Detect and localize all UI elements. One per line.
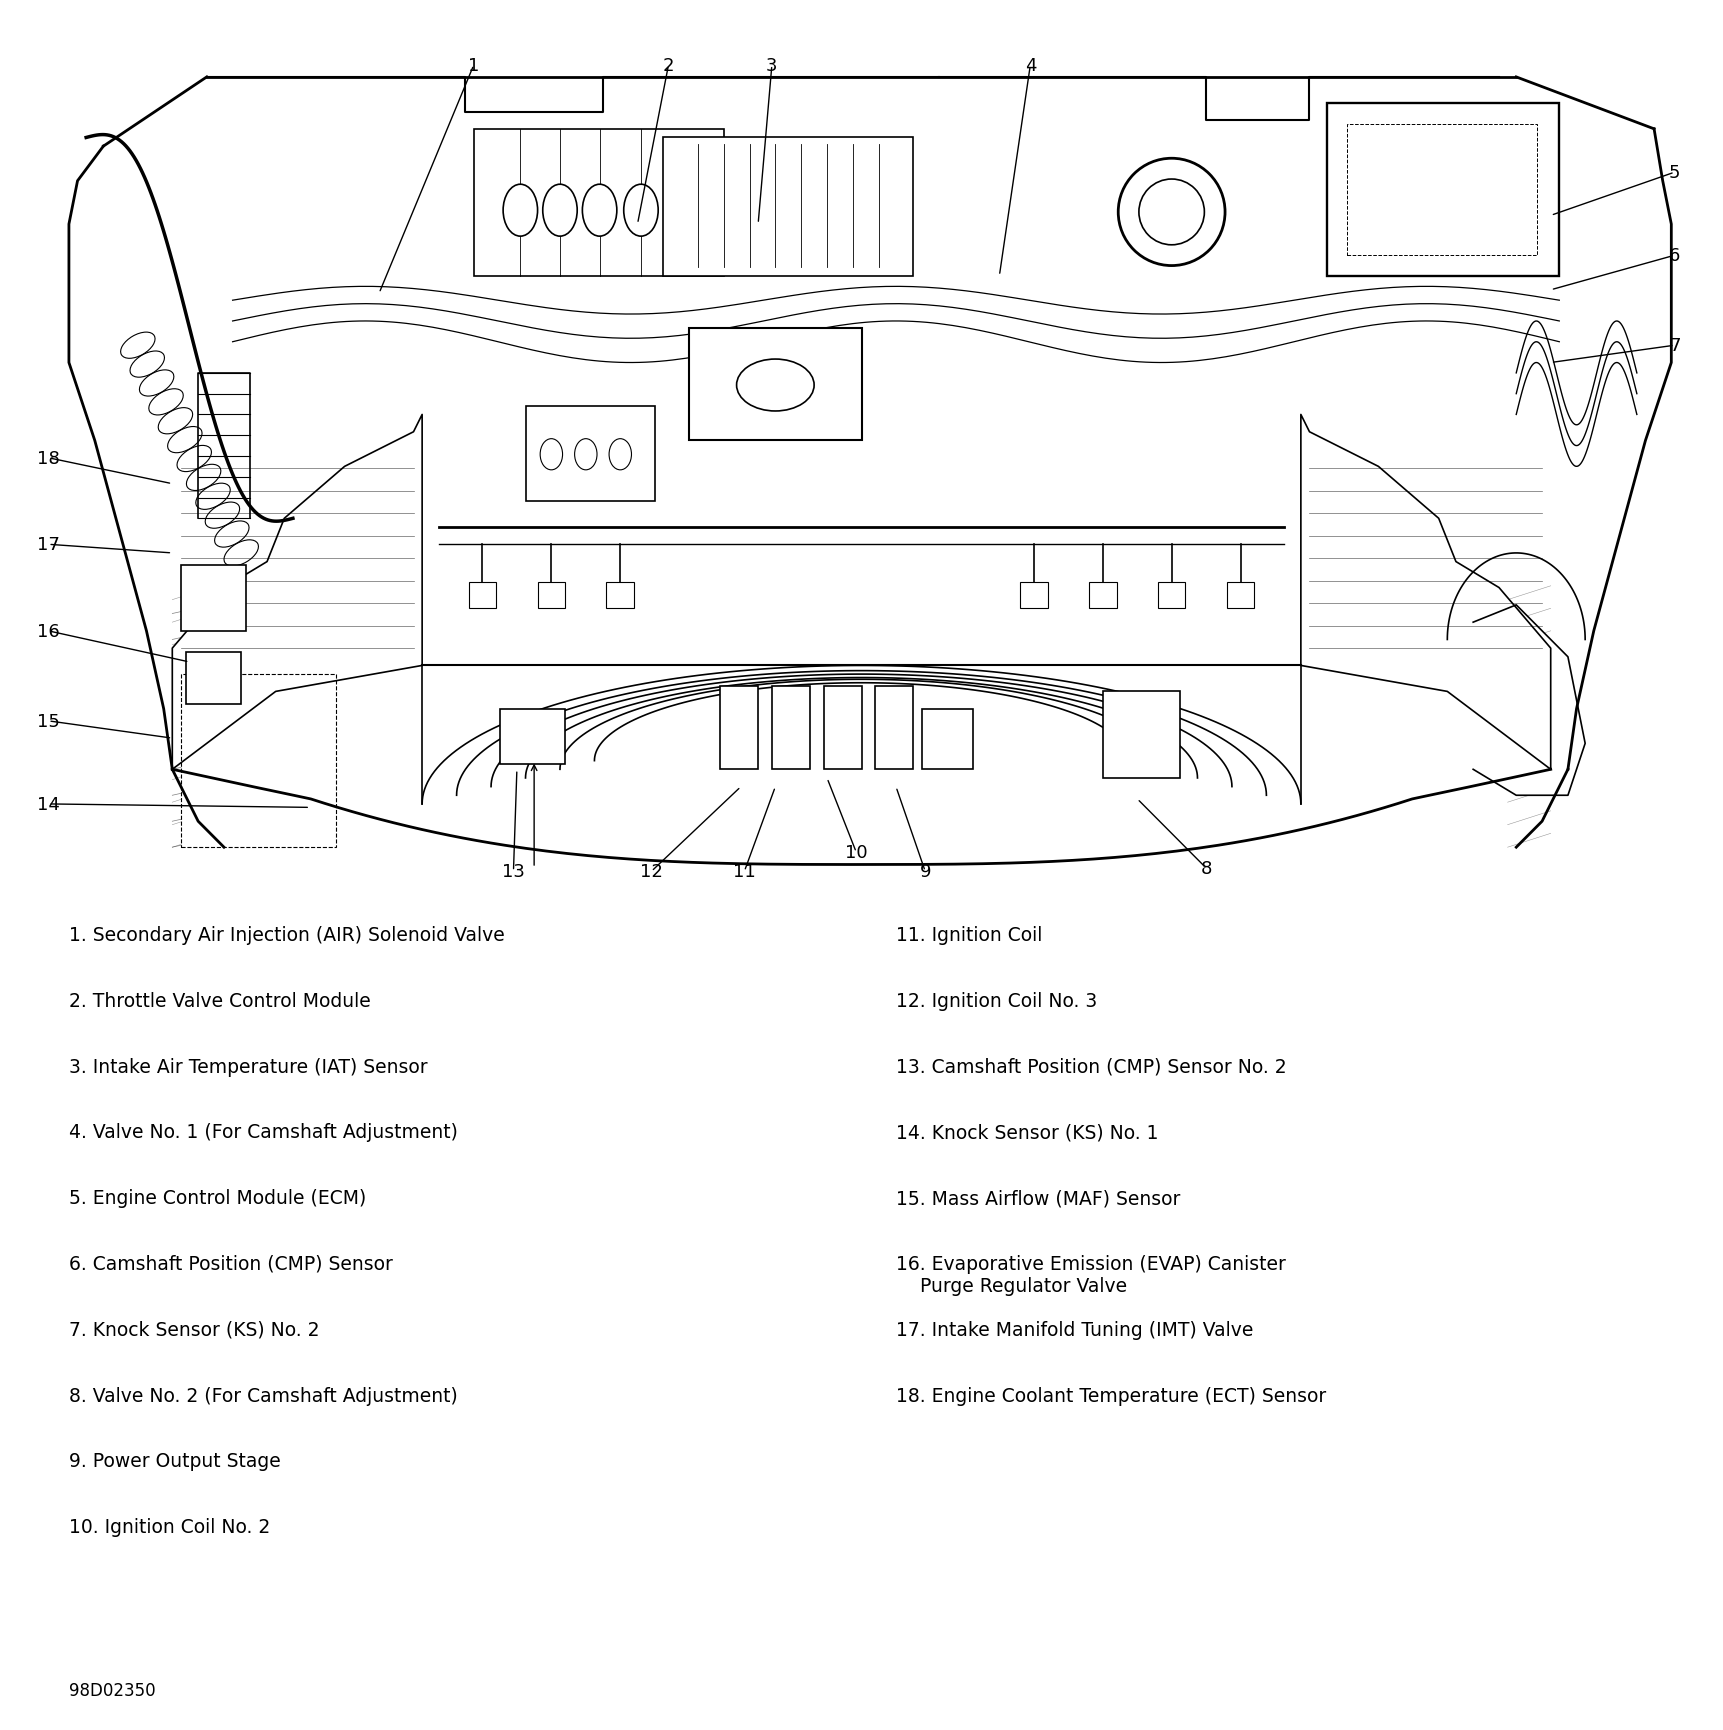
Bar (1020, 583, 1048, 609)
Text: 15. Mass Airflow (MAF) Sensor: 15. Mass Airflow (MAF) Sensor (896, 1189, 1180, 1208)
Bar (875, 687, 913, 770)
Bar (663, 138, 913, 277)
Text: 13: 13 (501, 863, 526, 881)
Text: 8: 8 (1201, 860, 1211, 877)
Bar (1158, 583, 1185, 609)
Text: 1. Secondary Air Injection (AIR) Solenoid Valve: 1. Secondary Air Injection (AIR) Solenoi… (69, 926, 505, 945)
Text: 3: 3 (767, 57, 777, 74)
Text: 14. Knock Sensor (KS) No. 1: 14. Knock Sensor (KS) No. 1 (896, 1123, 1158, 1142)
Bar (186, 652, 241, 704)
Bar (1089, 583, 1117, 609)
Text: 3. Intake Air Temperature (IAT) Sensor: 3. Intake Air Temperature (IAT) Sensor (69, 1057, 427, 1076)
Text: 1: 1 (469, 57, 479, 74)
Text: 9: 9 (920, 863, 930, 881)
Bar (720, 687, 758, 770)
Text: 10. Ignition Coil No. 2: 10. Ignition Coil No. 2 (69, 1517, 271, 1536)
Text: 16: 16 (36, 623, 60, 640)
Bar (526, 407, 655, 502)
Text: 4: 4 (1025, 57, 1036, 74)
Text: 6: 6 (1670, 247, 1680, 265)
Bar (606, 583, 634, 609)
Text: 9. Power Output Stage: 9. Power Output Stage (69, 1451, 281, 1470)
Polygon shape (1301, 415, 1551, 770)
Text: 7. Knock Sensor (KS) No. 2: 7. Knock Sensor (KS) No. 2 (69, 1320, 319, 1339)
Bar (181, 566, 246, 631)
Text: 5. Engine Control Module (ECM): 5. Engine Control Module (ECM) (69, 1189, 367, 1208)
Bar (689, 329, 862, 441)
Bar (772, 687, 810, 770)
Bar (1103, 692, 1180, 778)
Text: 14: 14 (36, 796, 60, 813)
Text: 12: 12 (639, 863, 663, 881)
Text: 12. Ignition Coil No. 3: 12. Ignition Coil No. 3 (896, 991, 1098, 1010)
Bar (922, 709, 973, 770)
Text: 4. Valve No. 1 (For Camshaft Adjustment): 4. Valve No. 1 (For Camshaft Adjustment) (69, 1123, 458, 1142)
Text: 17: 17 (36, 536, 60, 554)
Polygon shape (172, 415, 422, 770)
Bar (469, 583, 496, 609)
Bar (500, 709, 565, 765)
Polygon shape (1473, 606, 1585, 796)
Text: 8. Valve No. 2 (For Camshaft Adjustment): 8. Valve No. 2 (For Camshaft Adjustment) (69, 1386, 458, 1405)
Text: 15: 15 (36, 713, 60, 730)
Bar (1347, 125, 1537, 256)
Text: 13. Camshaft Position (CMP) Sensor No. 2: 13. Camshaft Position (CMP) Sensor No. 2 (896, 1057, 1287, 1076)
Text: 98D02350: 98D02350 (69, 1682, 155, 1699)
Text: 6. Camshaft Position (CMP) Sensor: 6. Camshaft Position (CMP) Sensor (69, 1254, 393, 1273)
Bar (538, 583, 565, 609)
Bar (474, 130, 724, 277)
Text: 11. Ignition Coil: 11. Ignition Coil (896, 926, 1042, 945)
Text: 2: 2 (663, 57, 674, 74)
Bar (824, 687, 862, 770)
Text: 11: 11 (732, 863, 756, 881)
Bar (1227, 583, 1254, 609)
Text: 16. Evaporative Emission (EVAP) Canister
    Purge Regulator Valve: 16. Evaporative Emission (EVAP) Canister… (896, 1254, 1285, 1296)
Text: 17. Intake Manifold Tuning (IMT) Valve: 17. Intake Manifold Tuning (IMT) Valve (896, 1320, 1253, 1339)
Text: 5: 5 (1670, 164, 1680, 182)
Text: 2. Throttle Valve Control Module: 2. Throttle Valve Control Module (69, 991, 370, 1010)
Bar (1327, 104, 1559, 277)
Text: 7: 7 (1670, 337, 1680, 355)
Bar (181, 675, 336, 848)
Text: 18. Engine Coolant Temperature (ECT) Sensor: 18. Engine Coolant Temperature (ECT) Sen… (896, 1386, 1327, 1405)
Text: 10: 10 (844, 844, 868, 862)
Text: 18: 18 (36, 450, 60, 467)
